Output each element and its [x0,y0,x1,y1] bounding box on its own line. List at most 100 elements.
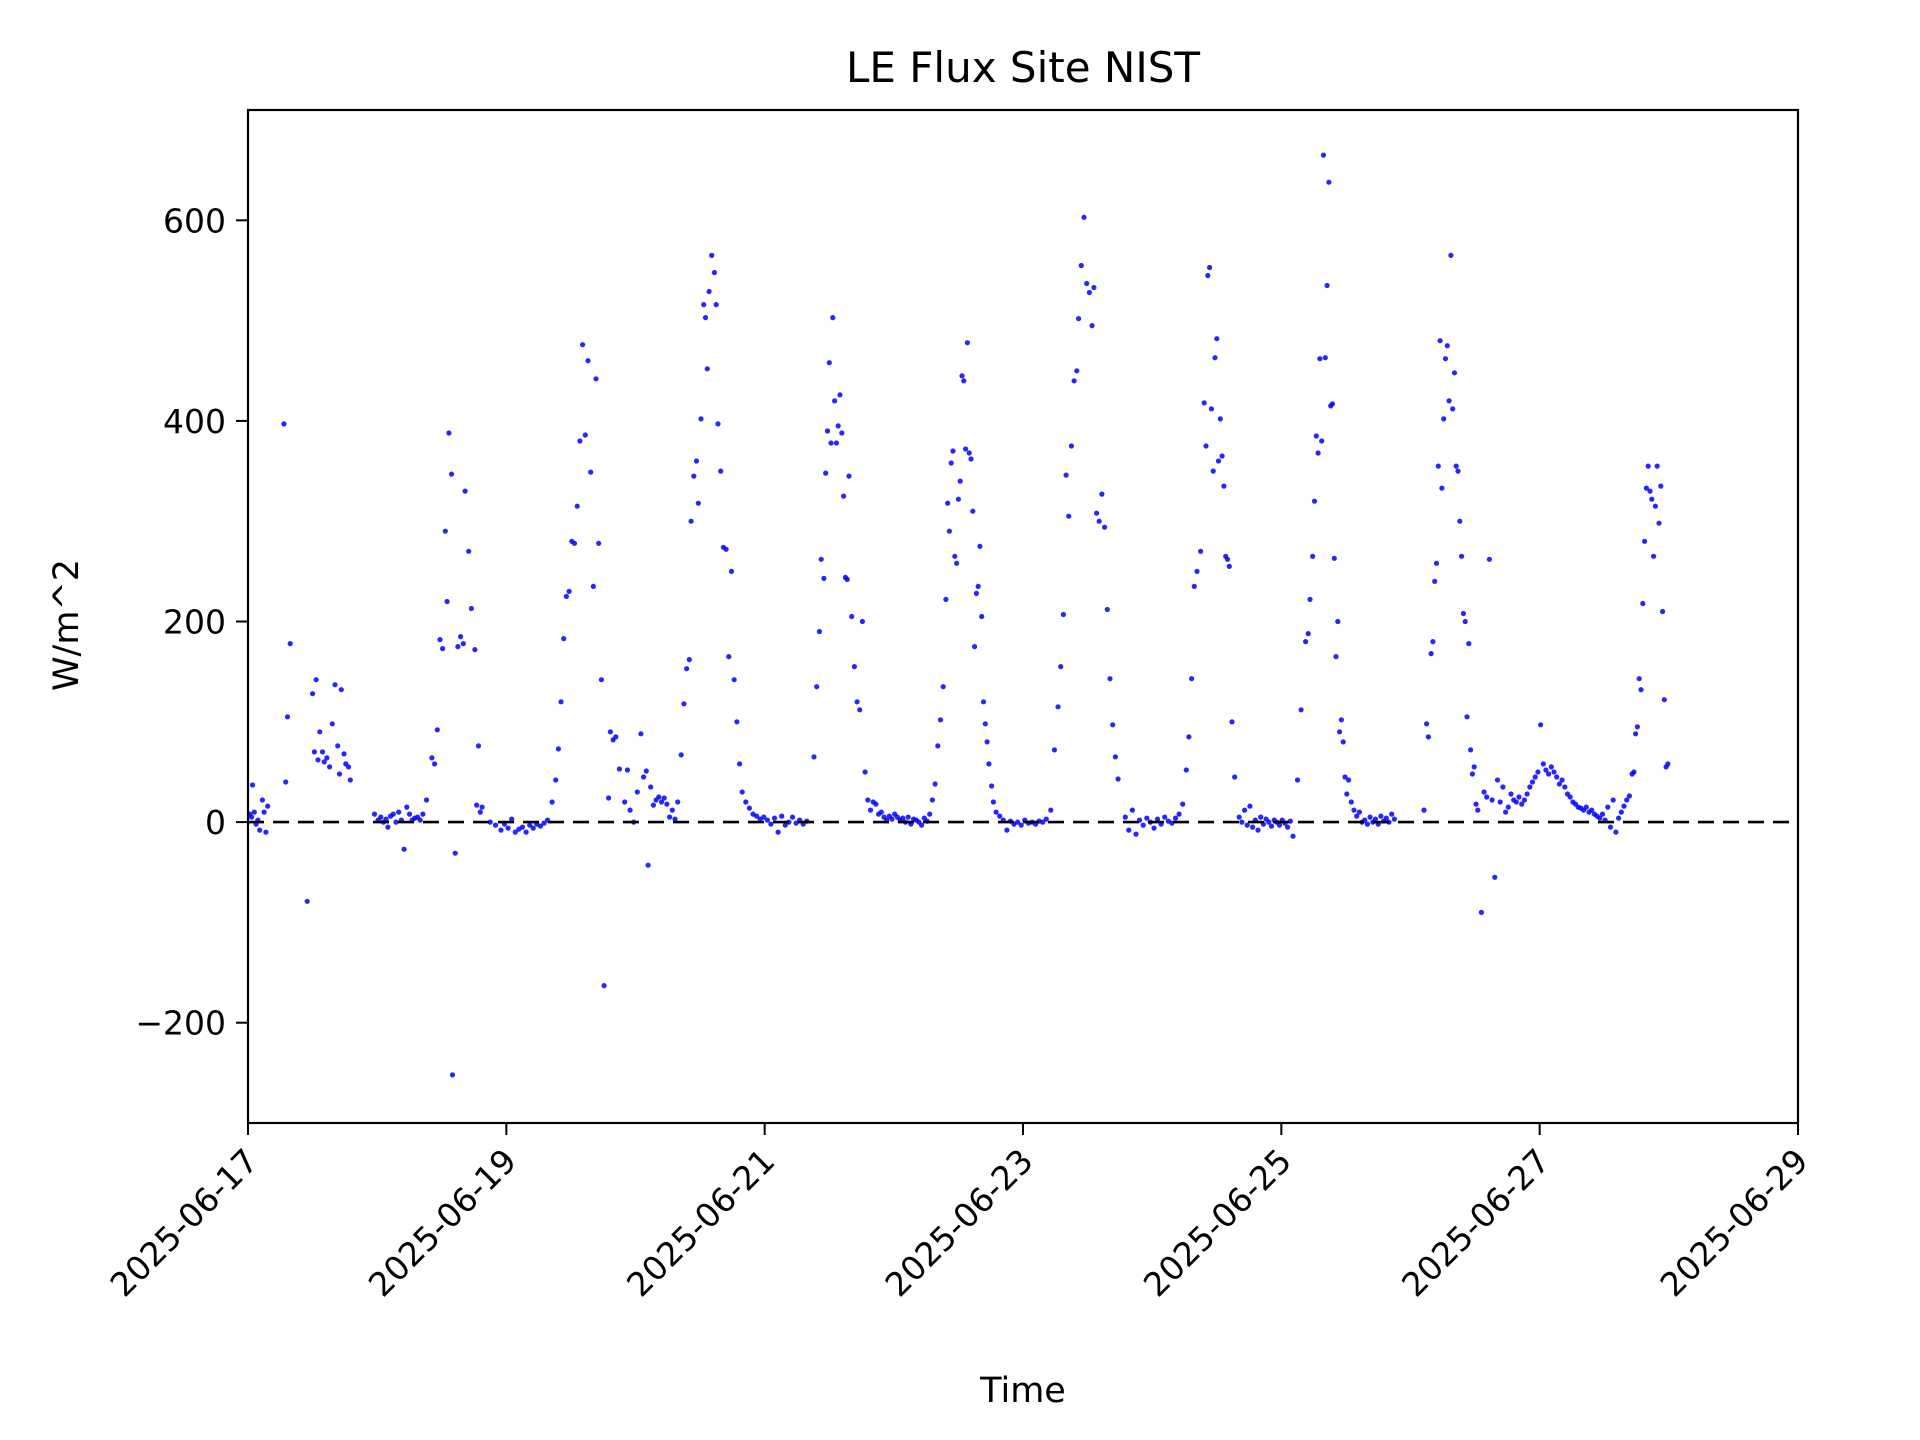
data-point [1099,491,1105,497]
data-point [1439,485,1445,491]
data-point [975,583,981,590]
data-point [986,761,992,767]
data-point [816,628,823,635]
data-point [1494,777,1501,783]
data-point [1432,578,1438,585]
data-point [989,783,995,789]
data-point [449,471,455,477]
data-point [1229,719,1235,725]
data-point [310,691,316,697]
data-point [1189,676,1195,682]
data-point [566,588,572,595]
data-point [1298,707,1304,713]
data-point [1068,443,1074,449]
y-tick-label: 600 [163,201,226,240]
data-point [664,801,670,807]
data-point [1255,827,1261,833]
data-point [335,743,341,749]
data-point [658,799,665,805]
data-point [980,699,987,705]
data-point [1661,697,1667,703]
data-point [1086,289,1092,296]
data-point [249,782,256,788]
data-point [844,576,850,583]
data-point [261,809,267,815]
data-point [329,721,335,727]
data-point [1268,823,1275,829]
data-point [1607,824,1614,830]
data-point [429,755,435,761]
data-point [1450,406,1456,412]
data-point [249,814,255,820]
data-point [686,657,692,663]
data-point [706,288,712,295]
data-point [1546,771,1552,777]
data-point [1305,631,1311,637]
data-point [889,816,895,822]
data-point [1638,687,1644,693]
y-axis-ticks: −200 0 200 400 600 [135,201,248,1043]
data-point [263,829,269,835]
data-point [460,641,466,647]
data-point [1004,827,1010,833]
data-point [789,814,796,820]
data-point [1651,553,1657,559]
data-point [553,777,559,783]
data-point [1186,734,1192,740]
data-point [1460,610,1466,617]
data-point [1337,729,1343,735]
data-point [1126,827,1132,833]
data-point [691,473,697,479]
data-point [1548,764,1554,770]
data-point [824,428,831,434]
data-point [1652,503,1658,509]
y-tick-label: 400 [163,402,226,441]
data-point [1567,794,1573,800]
data-point [1442,356,1449,362]
data-point [1626,793,1632,799]
data-point [1266,819,1272,825]
data-point [828,440,834,446]
data-point [1191,583,1197,590]
data-point [964,340,971,346]
data-point [466,548,472,554]
data-point [1043,816,1049,822]
y-tick-label: 200 [163,603,226,642]
data-point [862,769,868,775]
data-point [638,731,644,737]
data-point [1346,777,1352,783]
data-point [1524,791,1530,797]
data-point [782,822,788,828]
data-point [1333,654,1339,660]
data-point [1210,468,1216,474]
data-point [681,701,687,707]
data-point [1180,801,1186,807]
data-point [867,807,874,813]
data-point [1462,618,1468,625]
data-point [826,360,832,366]
data-point [865,797,871,803]
data-point [345,764,352,770]
data-point [1649,496,1655,502]
data-point [1521,797,1527,803]
data-point [1322,355,1328,361]
data-point [1364,821,1370,827]
data-point [582,432,588,438]
data-point [1140,822,1146,828]
data-point [715,421,721,427]
data-point [1102,524,1108,530]
data-point [1469,771,1475,777]
data-point [390,811,396,817]
data-point [1194,568,1200,575]
data-point [468,605,474,612]
data-point [857,707,863,713]
data-point [814,684,820,690]
data-point [1066,513,1072,519]
data-point [257,827,263,833]
data-point [1320,152,1327,158]
data-point [537,823,544,829]
data-point [982,721,988,727]
data-point [1559,777,1565,783]
data-point [823,470,829,476]
data-point [739,789,745,795]
